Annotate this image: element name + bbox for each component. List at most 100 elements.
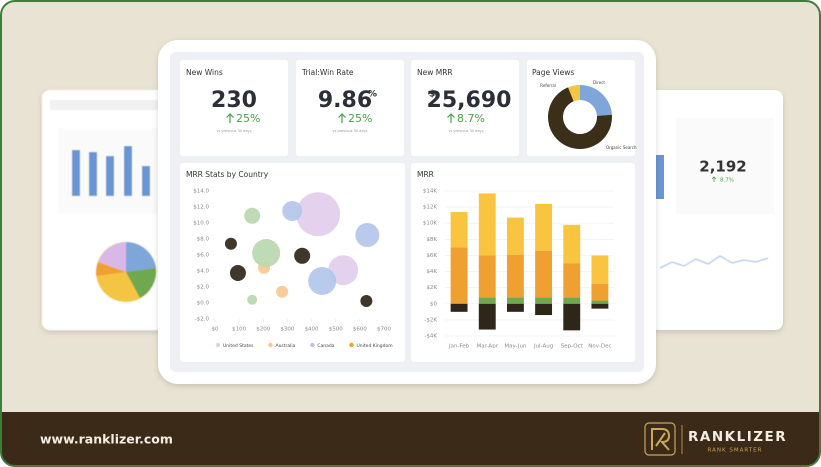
bar-segment (535, 250, 553, 298)
bubble (360, 295, 373, 307)
legend-label: United States (223, 343, 254, 349)
kpi-change: 25% (348, 112, 372, 125)
bubble (229, 265, 246, 281)
bar-segment (478, 303, 496, 330)
kpi-value: 9.86 (318, 88, 372, 113)
legend-swatch (268, 342, 273, 348)
mini-bar (72, 150, 80, 196)
donut-slice (568, 85, 580, 102)
up-arrow (226, 113, 234, 123)
mini-pie-slice (126, 268, 157, 298)
slice-label: Organic Search (606, 145, 637, 150)
x-tick-label: $100 (232, 327, 246, 333)
bar-segment (450, 303, 468, 312)
legend-swatch (215, 342, 221, 348)
donut-slice (579, 85, 612, 116)
tagline: RANK SMARTER (708, 448, 763, 454)
bar-segment (478, 297, 496, 304)
kpi-value: 25,690 (427, 88, 512, 113)
chart-title: Page Views (532, 68, 574, 77)
y-tick-label: $14K (423, 189, 437, 195)
slice-label: Referral (540, 83, 556, 88)
bubble (355, 223, 380, 247)
kpi-change: 8.7% (457, 112, 485, 125)
side-change: 8.7% (720, 178, 734, 184)
mini-bar (89, 152, 97, 196)
bar-segment (450, 247, 468, 304)
x-tick-label: Nov-Dec (588, 344, 611, 350)
toolbar (50, 100, 160, 110)
legend-swatch (349, 342, 354, 348)
x-tick-label: Jul-Aug (533, 344, 553, 350)
bar-segment (478, 255, 496, 298)
y-tick-label: $0 (430, 301, 437, 307)
chart-title: MRR (417, 170, 434, 179)
y-tick-label: $0.0 (197, 301, 210, 307)
y-tick-label: $6.0 (197, 253, 210, 259)
x-tick-label: $200 (256, 327, 270, 333)
bubble (276, 285, 289, 298)
chart-title: MRR Stats by Country (186, 170, 269, 179)
bar-segment (563, 297, 581, 304)
kpi-value: 230 (211, 88, 257, 113)
x-tick-label: $0 (212, 327, 219, 333)
up-arrow (711, 176, 717, 182)
bar-segment (506, 297, 524, 304)
bar-segment (591, 300, 609, 304)
logo-icon (644, 422, 676, 456)
mini-bar (106, 156, 114, 196)
y-tick-label: $12K (423, 205, 437, 211)
kpi-change: 25% (236, 112, 260, 125)
bubble (252, 239, 281, 267)
y-tick-label: $6K (426, 253, 437, 259)
x-tick-label: $700 (377, 327, 391, 333)
x-tick-label: $400 (305, 327, 319, 333)
donut-slice (548, 87, 612, 149)
y-tick-label: $8.0 (197, 237, 210, 243)
logo-glyph (651, 428, 671, 451)
kpi-title: New Wins (186, 68, 223, 77)
kpi-card (180, 60, 288, 156)
bar-segment (535, 303, 553, 316)
left-panel (42, 90, 168, 330)
kpi-note: vs previous 30 days (333, 129, 368, 133)
y-tick-label: $2K (426, 285, 437, 291)
bar-segment (563, 263, 581, 298)
mini-line (659, 255, 769, 269)
bar-segment (450, 211, 468, 248)
up-arrow (447, 113, 455, 123)
kpi-note: vs previous 30 days (217, 129, 252, 133)
bar-segment (591, 283, 609, 301)
y-tick-label: $4K (426, 269, 437, 275)
y-tick-label: $10.0 (193, 221, 209, 227)
bubble (224, 237, 237, 250)
logo: RANKLIZER RANK SMARTER (644, 422, 787, 456)
bubble (247, 294, 258, 305)
kpi-card (411, 60, 519, 156)
bar-segment (563, 303, 581, 331)
y-tick-label: $8K (426, 237, 437, 243)
y-tick-label: $10K (423, 221, 437, 227)
x-tick-label: Sep-Oct (561, 344, 584, 350)
legend-label: Australia (275, 343, 295, 349)
bar-segment (506, 303, 524, 312)
up-arrow (338, 113, 346, 123)
bar-segment (563, 224, 581, 264)
y-tick-label: -$2.0 (195, 317, 210, 323)
brand: RANKLIZER (688, 429, 787, 445)
x-tick-label: $500 (329, 327, 343, 333)
mini-bar (124, 146, 132, 196)
kpi-suffix: % (368, 90, 377, 100)
kpi-prefix: $ (429, 90, 435, 100)
y-tick-label: -$2K (424, 317, 437, 323)
bubble (244, 207, 261, 224)
y-tick-label: $2.0 (197, 285, 210, 291)
x-tick-label: $300 (280, 327, 294, 333)
mini-bar (142, 166, 150, 196)
bubble (282, 201, 303, 221)
legend-label: United Kingdom (357, 343, 393, 349)
y-tick-label: -$4K (424, 334, 437, 340)
bar-segment (535, 203, 553, 251)
